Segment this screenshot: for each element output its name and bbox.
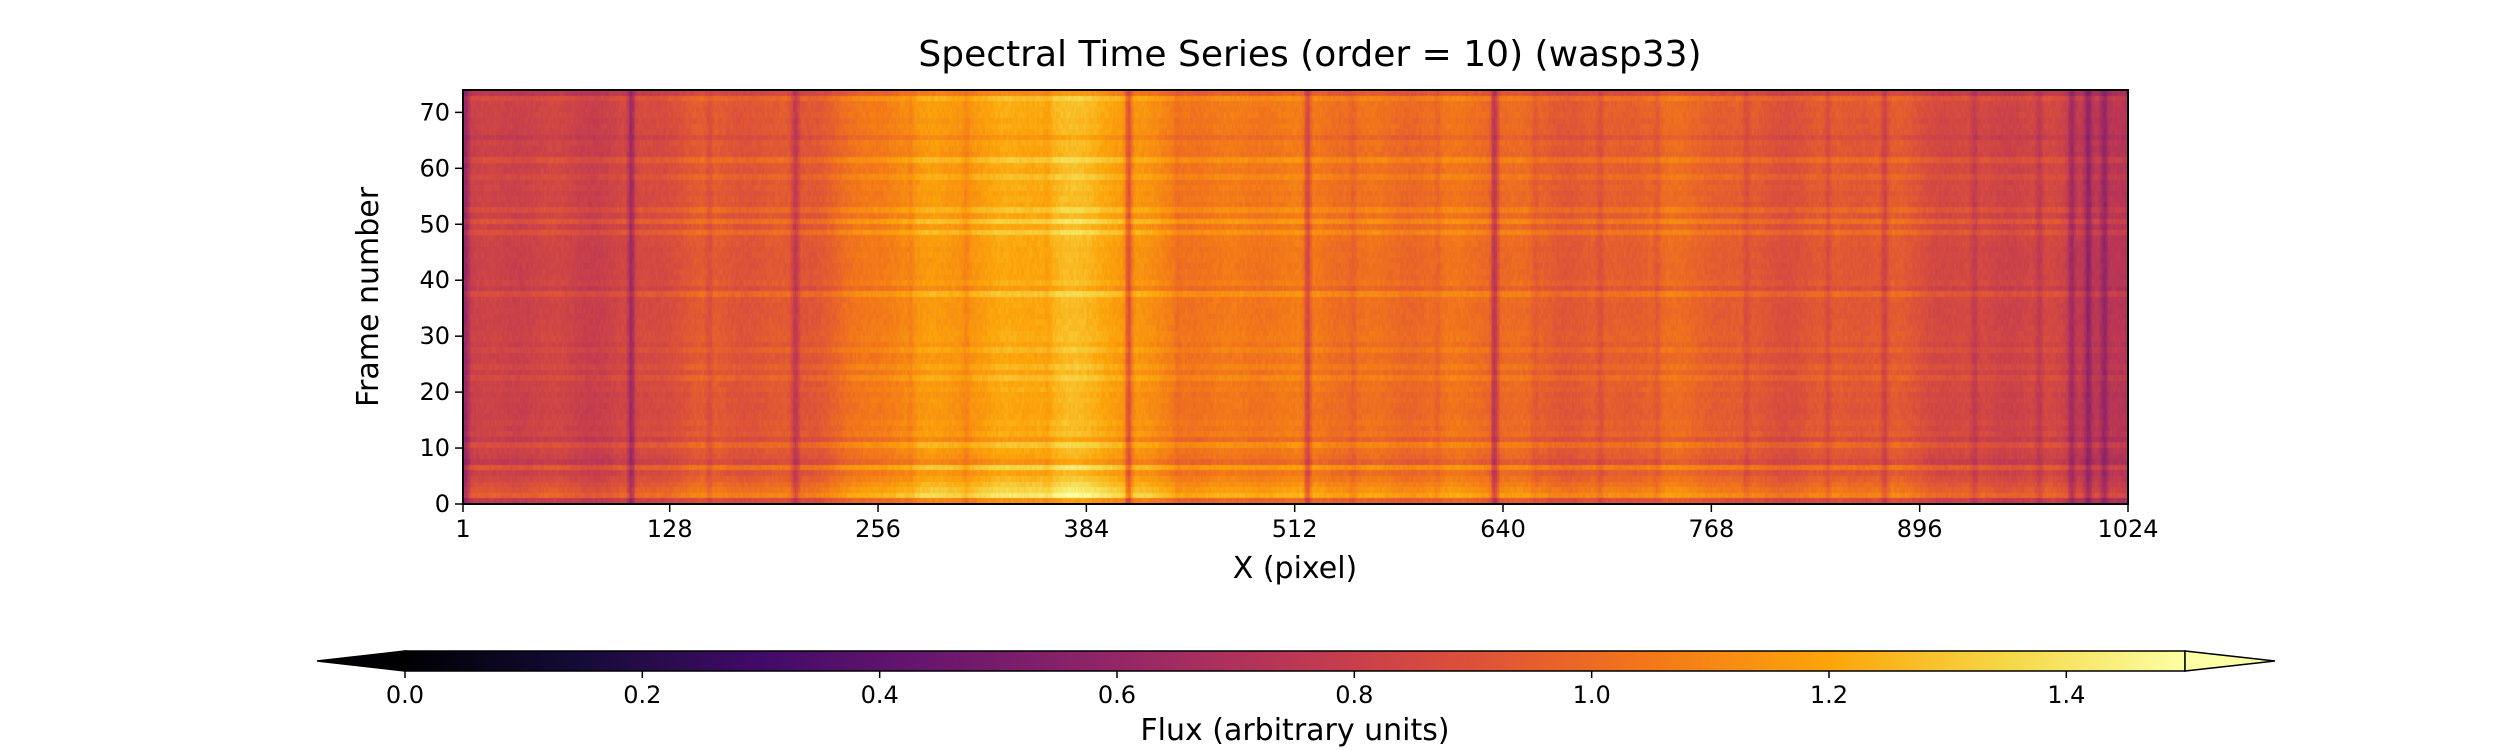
colorbar-tick-label: 1.2 [1810,681,1848,709]
colorbar-tick-label: 0.2 [623,681,661,709]
x-axis-label: X (pixel) [1233,551,1358,586]
y-tick-label: 10 [419,434,450,462]
x-tick-label: 384 [1063,515,1109,543]
x-tick-label: 256 [855,515,901,543]
chart-title: Spectral Time Series (order = 10) (wasp3… [918,34,1701,75]
colorbar-extend-low [316,650,406,672]
heatmap-image-wrap [463,90,2128,504]
colorbar-tick-label: 0.0 [386,681,424,709]
colorbar-ticks: 0.0 0.2 0.4 0.6 0.8 1.0 1.2 1.4 [386,671,2085,709]
y-tick-label: 70 [419,98,450,126]
heatmap-image [463,90,2128,504]
x-tick-label: 512 [1272,515,1318,543]
y-tick-label: 40 [419,266,450,294]
y-axis-ticks: 0 10 20 30 40 50 60 70 [419,98,463,518]
colorbar-tick-label: 0.4 [861,681,899,709]
x-axis-ticks: 1 128 256 384 512 640 768 896 1024 [455,504,2159,543]
x-tick-label: 768 [1688,515,1734,543]
y-axis-label: Frame number [351,186,386,407]
colorbar-tick-label: 1.4 [2047,681,2085,709]
heatmap-plot: 1 128 256 384 512 640 768 896 1024 0 10 20 30 40 50 60… [419,89,2159,543]
y-tick-label: 60 [419,154,450,182]
x-tick-label: 640 [1480,515,1526,543]
colorbar-extend-high [2184,650,2276,672]
colorbar-label: Flux (arbitrary units) [1140,713,1449,748]
colorbar-tick-label: 0.8 [1335,681,1373,709]
x-tick-label: 1024 [2097,515,2158,543]
y-tick-label: 20 [419,378,450,406]
x-tick-label: 128 [647,515,693,543]
colorbar-tick-label: 1.0 [1573,681,1611,709]
y-tick-label: 30 [419,322,450,350]
colorbar-tick-label: 0.6 [1098,681,1136,709]
colorbar: 0.0 0.2 0.4 0.6 0.8 1.0 1.2 1.4 [316,650,2276,709]
y-tick-label: 0 [435,490,450,518]
plot-frame [462,89,2129,505]
colorbar-body [404,650,2186,672]
y-tick-label: 50 [419,210,450,238]
x-tick-label: 896 [1897,515,1943,543]
x-tick-label: 1 [455,515,470,543]
